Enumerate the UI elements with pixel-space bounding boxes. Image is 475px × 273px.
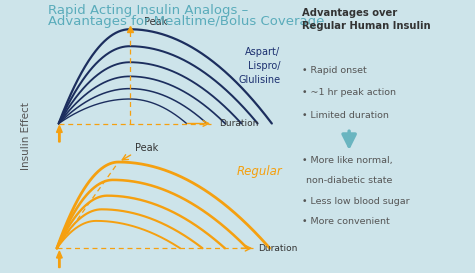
Text: • More like normal,: • More like normal, <box>302 156 392 165</box>
Text: Peak: Peak <box>144 17 167 27</box>
Text: Aspart/
Lispro/
Glulisine: Aspart/ Lispro/ Glulisine <box>238 47 280 85</box>
Text: non-diabetic state: non-diabetic state <box>306 176 393 185</box>
Text: • Less low blood sugar: • Less low blood sugar <box>302 197 409 206</box>
Text: Advantages over
Regular Human Insulin: Advantages over Regular Human Insulin <box>302 8 430 31</box>
Text: • More convenient: • More convenient <box>302 217 390 226</box>
Text: Regular: Regular <box>237 165 283 178</box>
Text: Duration: Duration <box>219 119 258 128</box>
Text: • Rapid onset: • Rapid onset <box>302 66 366 75</box>
Text: • ~1 hr peak action: • ~1 hr peak action <box>302 88 396 97</box>
Text: Insulin Effect: Insulin Effect <box>21 103 31 170</box>
Text: Advantages for Mealtime/Bolus Coverage: Advantages for Mealtime/Bolus Coverage <box>48 15 324 28</box>
Text: Peak: Peak <box>135 143 159 153</box>
Text: Rapid Acting Insulin Analogs –: Rapid Acting Insulin Analogs – <box>48 4 248 17</box>
Text: Duration: Duration <box>258 244 298 253</box>
Text: • Limited duration: • Limited duration <box>302 111 389 120</box>
